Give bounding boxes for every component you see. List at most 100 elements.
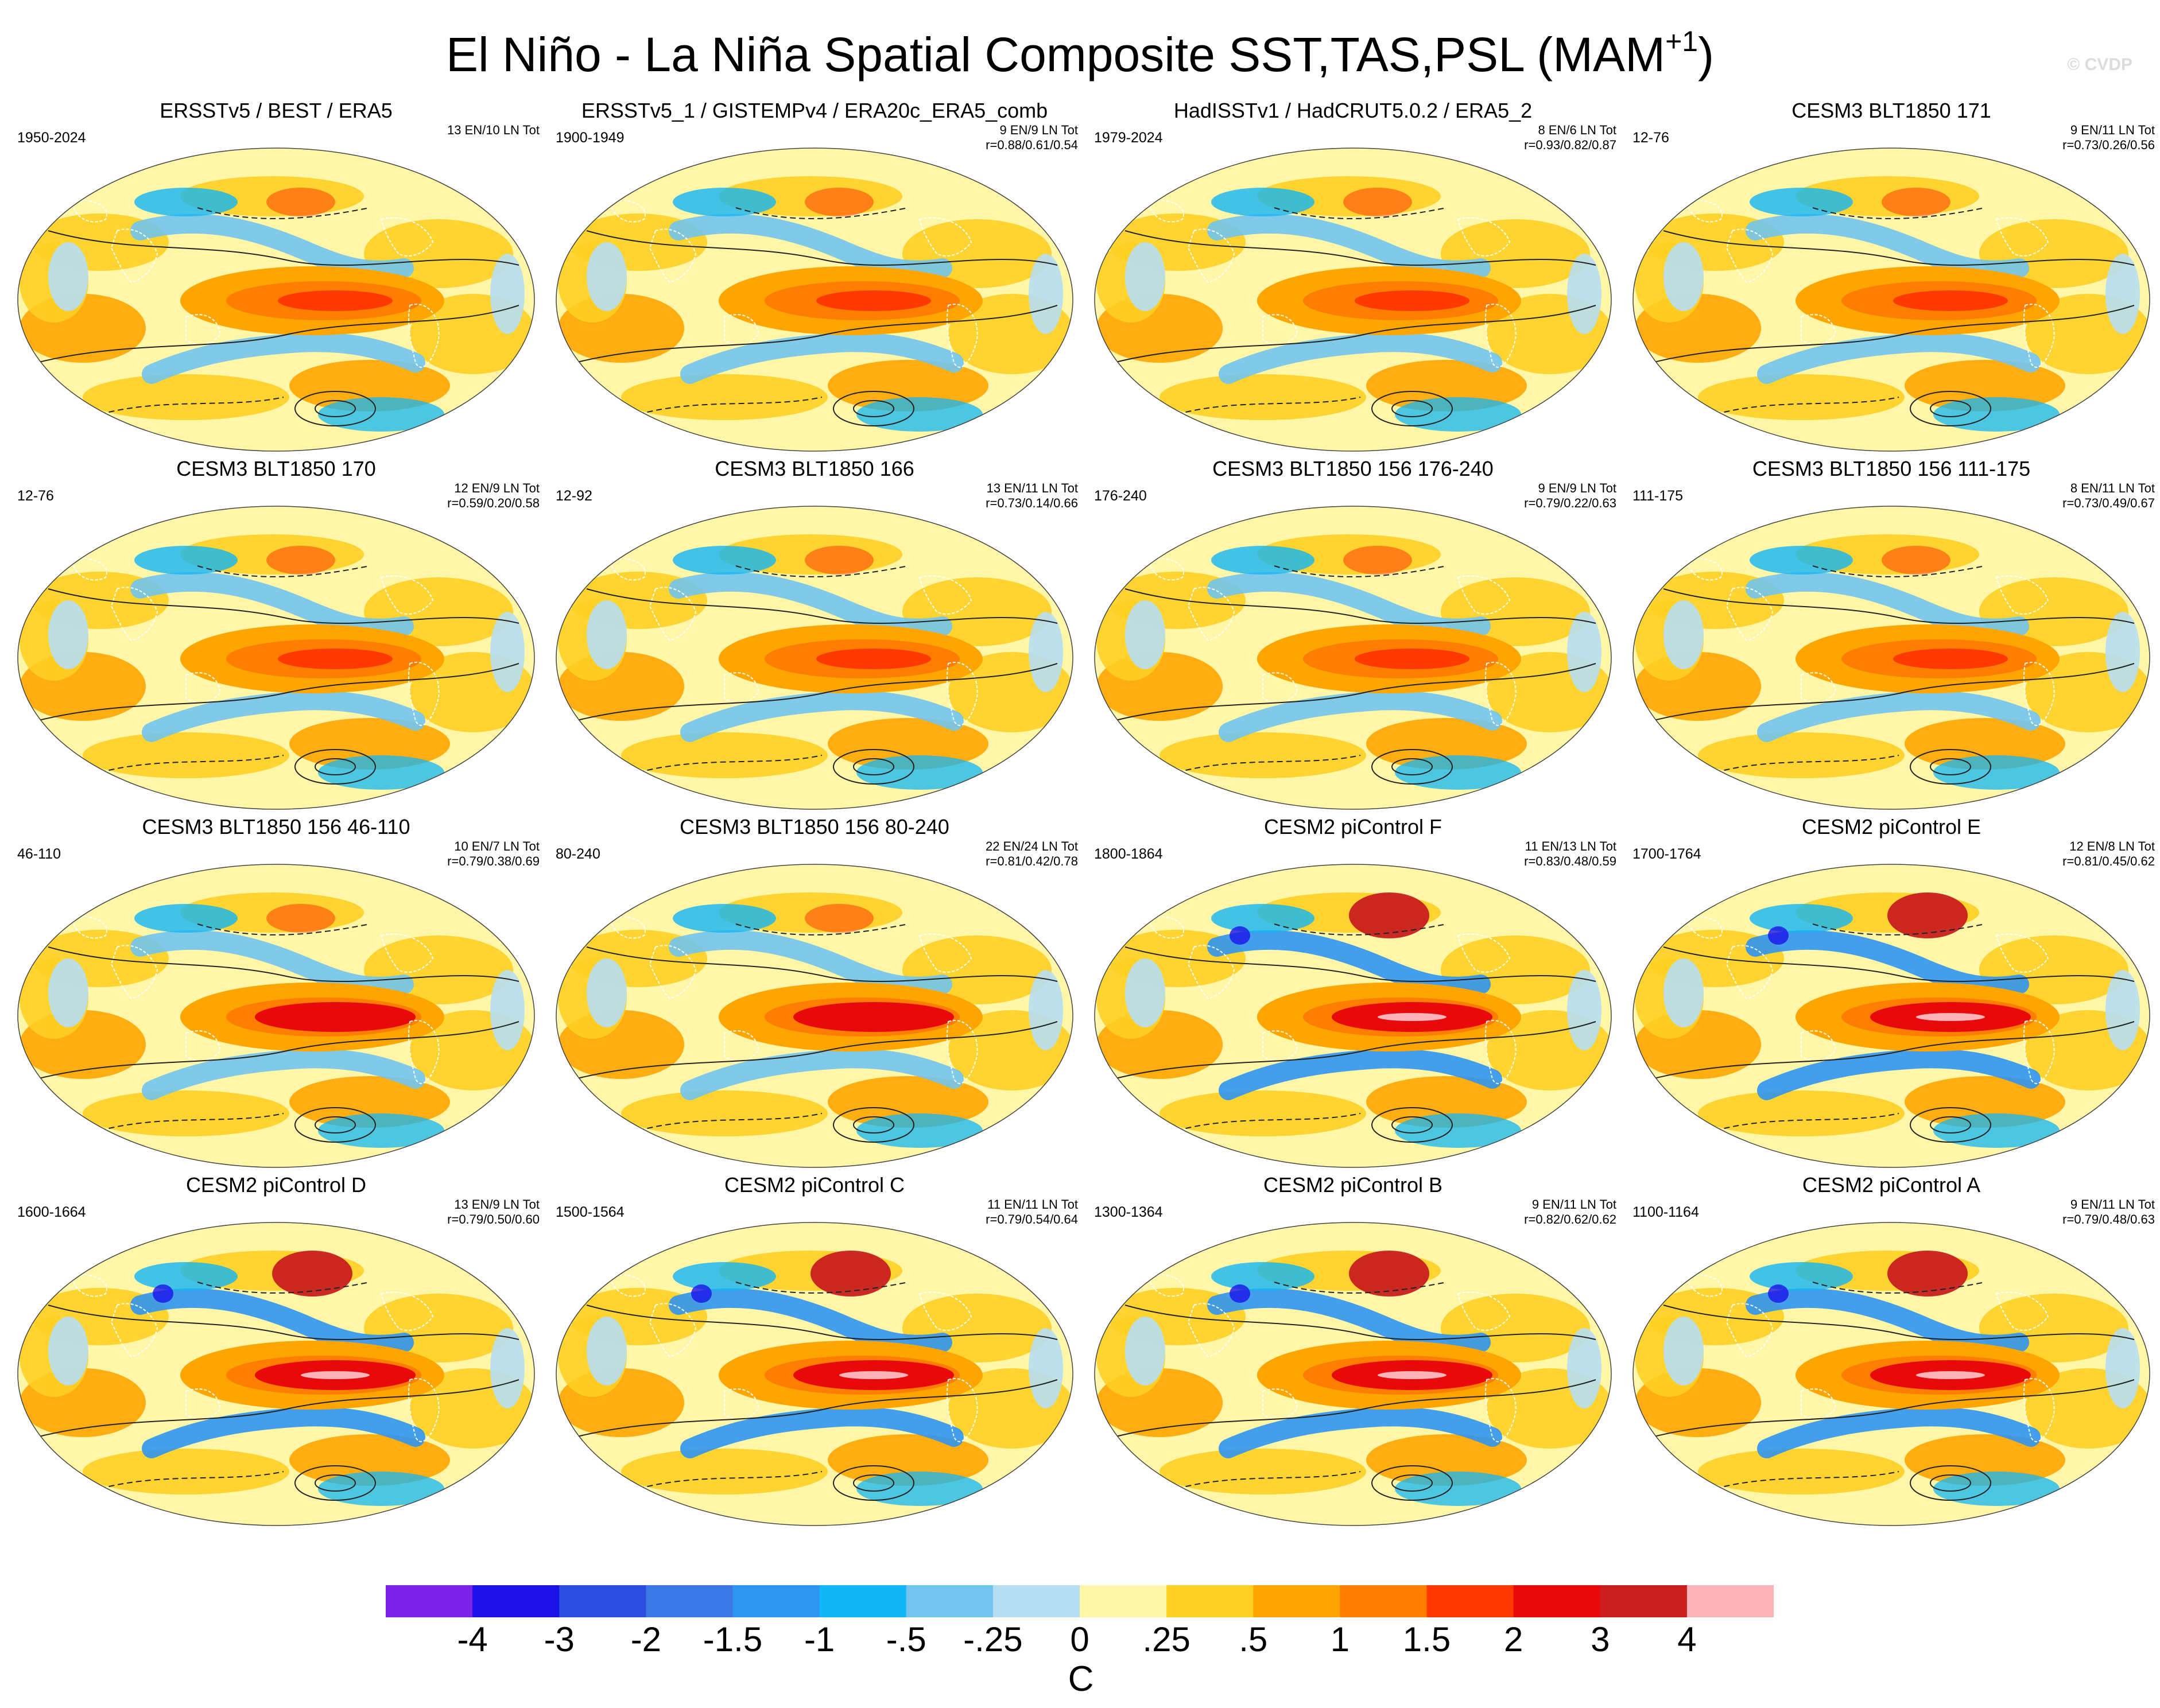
panel-title: CESM2 piControl D	[185, 1173, 367, 1197]
panel-years: 1500-1564	[556, 1204, 625, 1220]
map-panel: CESM3 BLT1850 156 46-110 46-110 10 EN/7 LN…	[7, 813, 545, 1174]
map-panel: ERSSTv5 / BEST / ERA5 1950-2024 13 EN/10 L…	[7, 96, 545, 458]
colorbar-tick-label: -2	[630, 1620, 662, 1659]
composite-map	[1632, 506, 2150, 810]
panel-years: 176-240	[1094, 488, 1147, 504]
colorbar-swatch	[1600, 1585, 1688, 1617]
panel-years: 1600-1664	[17, 1204, 86, 1220]
panel-counts: 13 EN/10 LN Tot	[447, 123, 540, 138]
map-panel: CESM2 piControl A 1100-1164 9 EN/11 LN Tot…	[1622, 1171, 2160, 1532]
panel-event-counts: 10 EN/7 LN Tot	[454, 839, 540, 853]
colorbar-tick-label: .25	[1142, 1620, 1190, 1659]
map-panel: CESM3 BLT1850 166 12-92 13 EN/11 LN Tot r=0…	[545, 455, 1084, 816]
panel-counts: 9 EN/9 LN Tot r=0.88/0.61/0.54	[986, 123, 1078, 153]
panel-years: 80-240	[556, 846, 600, 862]
panel-counts: 9 EN/11 LN Tot r=0.79/0.48/0.63	[2062, 1197, 2155, 1227]
map-panel: CESM2 piControl F 1800-1864 11 EN/13 LN To…	[1084, 813, 1622, 1174]
map-panel: CESM3 BLT1850 156 111-175 111-175 8 EN/11 …	[1622, 455, 2160, 816]
panel-title: CESM3 BLT1850 156 111-175	[1752, 457, 2031, 480]
watermark: © CVDP	[2067, 55, 2132, 74]
panel-title: ERSSTv5_1 / GISTEMPv4 / ERA20c_ERA5_comb	[581, 99, 1048, 122]
map-panel: ERSSTv5_1 / GISTEMPv4 / ERA20c_ERA5_comb…	[545, 96, 1084, 458]
panel-counts: 8 EN/11 LN Tot r=0.73/0.49/0.67	[2062, 481, 2155, 511]
panel-event-counts: 9 EN/11 LN Tot	[1531, 1197, 1616, 1212]
panel-title: CESM3 BLT1850 156 46-110	[142, 815, 410, 839]
panel-pattern-correlation: r=0.73/0.49/0.67	[2062, 496, 2155, 510]
map-panel: CESM3 BLT1850 156 176-240 176-240 9 EN/9 L…	[1084, 455, 1622, 816]
panel-pattern-correlation: r=0.88/0.61/0.54	[986, 138, 1078, 152]
panel-title: HadISSTv1 / HadCRUT5.0.2 / ERA5_2	[1173, 99, 1533, 122]
panel-event-counts: 9 EN/9 LN Tot	[999, 123, 1078, 137]
panel-pattern-correlation: r=0.59/0.20/0.58	[447, 496, 540, 510]
figure-title-superscript: +1	[1665, 25, 1698, 57]
panel-title: CESM3 BLT1850 170	[176, 457, 376, 480]
colorbar-swatch	[1686, 1585, 1774, 1617]
panel-years: 1800-1864	[1094, 846, 1163, 862]
composite-map	[556, 864, 1073, 1168]
panel-pattern-correlation: r=0.79/0.48/0.63	[2062, 1212, 2155, 1226]
panel-title: CESM2 piControl B	[1263, 1173, 1443, 1197]
panel-event-counts: 9 EN/9 LN Tot	[1538, 481, 1616, 495]
composite-map	[1094, 864, 1612, 1168]
panel-years: 1700-1764	[1632, 846, 1701, 862]
panel-counts: 8 EN/6 LN Tot r=0.93/0.82/0.87	[1524, 123, 1616, 153]
panel-pattern-correlation: r=0.81/0.42/0.78	[986, 854, 1078, 868]
composite-map	[17, 864, 535, 1168]
panel-counts: 13 EN/11 LN Tot r=0.73/0.14/0.66	[986, 481, 1078, 511]
composite-map	[1632, 1222, 2150, 1526]
figure-title-text: El Niño - La Niña Spatial Composite SST,…	[445, 28, 1666, 81]
colorbar-swatch	[819, 1585, 907, 1617]
map-panel: CESM2 piControl D 1600-1664 13 EN/9 LN Tot…	[7, 1171, 545, 1532]
colorbar-tick-label: -.25	[963, 1620, 1023, 1659]
composite-map	[556, 1222, 1073, 1526]
panel-years: 46-110	[17, 846, 61, 862]
panel-counts: 11 EN/11 LN Tot r=0.79/0.54/0.64	[986, 1197, 1078, 1227]
colorbar-swatch	[1080, 1585, 1167, 1617]
colorbar-tick-label: -1	[804, 1620, 835, 1659]
panel-pattern-correlation: r=0.79/0.38/0.69	[447, 854, 540, 868]
composite-map	[1094, 147, 1612, 452]
map-panel: CESM2 piControl B 1300-1364 9 EN/11 LN Tot…	[1084, 1171, 1622, 1532]
panel-counts: 10 EN/7 LN Tot r=0.79/0.38/0.69	[447, 839, 540, 869]
panel-pattern-correlation: r=0.83/0.48/0.59	[1524, 854, 1616, 868]
colorbar-tick-label: 1	[1330, 1620, 1350, 1659]
panel-event-counts: 9 EN/11 LN Tot	[2070, 1197, 2155, 1212]
figure-title: El Niño - La Niña Spatial Composite SST,…	[0, 16, 2160, 83]
panel-pattern-correlation: r=0.73/0.26/0.56	[2062, 138, 2155, 152]
colorbar-tick-label: 3	[1591, 1620, 1610, 1659]
panel-title: CESM3 BLT1850 171	[1791, 99, 1991, 122]
panel-years: 111-175	[1632, 488, 1684, 504]
panel-title: CESM3 BLT1850 156 176-240	[1212, 457, 1494, 480]
panel-counts: 9 EN/9 LN Tot r=0.79/0.22/0.63	[1524, 481, 1616, 511]
map-panel: CESM3 BLT1850 156 80-240 80-240 22 EN/24 L…	[545, 813, 1084, 1174]
colorbar	[386, 1585, 1774, 1617]
colorbar-swatch	[1513, 1585, 1601, 1617]
colorbar-swatch	[559, 1585, 646, 1617]
colorbar-swatch	[992, 1585, 1080, 1617]
panel-years: 12-92	[556, 488, 592, 504]
panel-pattern-correlation: r=0.79/0.22/0.63	[1524, 496, 1616, 510]
panel-years: 1900-1949	[556, 130, 625, 146]
panel-event-counts: 11 EN/11 LN Tot	[987, 1197, 1078, 1212]
colorbar-swatch	[472, 1585, 560, 1617]
panel-counts: 12 EN/8 LN Tot r=0.81/0.45/0.62	[2062, 839, 2155, 869]
panel-counts: 11 EN/13 LN Tot r=0.83/0.48/0.59	[1524, 839, 1616, 869]
panel-counts: 13 EN/9 LN Tot r=0.79/0.50/0.60	[447, 1197, 540, 1227]
panel-event-counts: 9 EN/11 LN Tot	[2070, 123, 2155, 137]
panel-event-counts: 13 EN/9 LN Tot	[454, 1197, 540, 1212]
colorbar-swatch	[386, 1585, 473, 1617]
panel-pattern-correlation: r=0.79/0.50/0.60	[447, 1212, 540, 1226]
composite-map	[556, 506, 1073, 810]
panel-pattern-correlation: r=0.79/0.54/0.64	[986, 1212, 1078, 1226]
colorbar-units: C	[1068, 1659, 1094, 1699]
map-panel: CESM3 BLT1850 170 12-76 12 EN/9 LN Tot r=0.…	[7, 455, 545, 816]
panel-title: CESM2 piControl A	[1802, 1173, 1981, 1197]
panel-pattern-correlation: r=0.81/0.45/0.62	[2062, 854, 2155, 868]
composite-map	[1632, 864, 2150, 1168]
map-panel: CESM2 piControl E 1700-1764 12 EN/8 LN Tot…	[1622, 813, 2160, 1174]
figure-title-close: )	[1698, 28, 1715, 81]
panel-title: CESM3 BLT1850 156 80-240	[680, 815, 949, 839]
panel-counts: 12 EN/9 LN Tot r=0.59/0.20/0.58	[447, 481, 540, 511]
panel-title: CESM2 piControl E	[1801, 815, 1981, 839]
panel-event-counts: 22 EN/24 LN Tot	[985, 839, 1078, 853]
